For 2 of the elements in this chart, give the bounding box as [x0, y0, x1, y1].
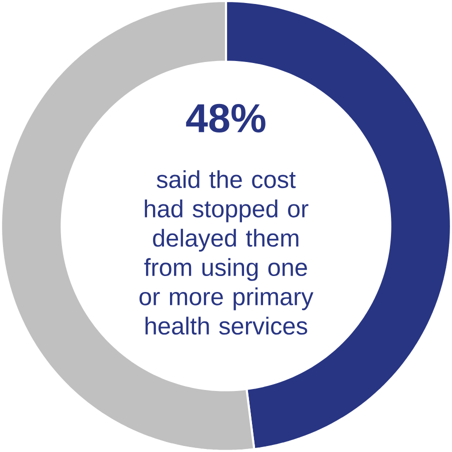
text: said the cost had stopped or delayed them from using one or more primary health services: [140, 170, 314, 335]
text: 48%: [186, 104, 266, 133]
